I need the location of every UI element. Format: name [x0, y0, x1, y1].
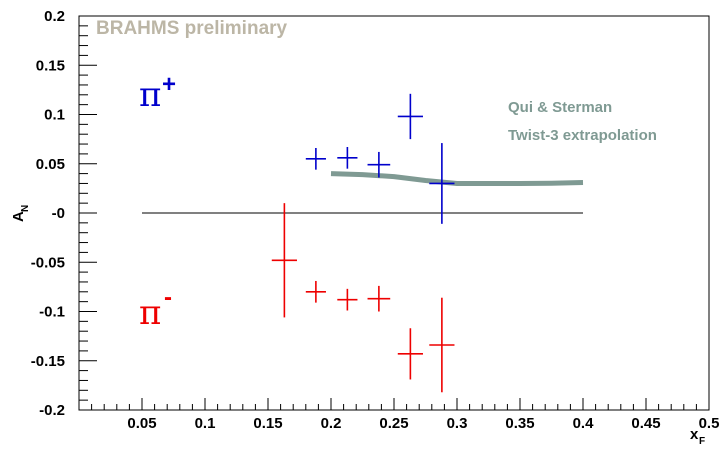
data-point — [271, 203, 297, 318]
pi-plus-charge: + — [162, 71, 176, 98]
preliminary-annotation: BRAHMS preliminary — [96, 18, 288, 39]
data-point — [337, 288, 358, 311]
x-tick-label: 0.05 — [127, 415, 156, 432]
data-point — [397, 93, 423, 140]
x-axis-title-sub: F — [699, 436, 705, 447]
pi-minus-label: π - — [139, 284, 172, 333]
pi-minus-charge: - — [164, 284, 172, 311]
data-point — [367, 285, 391, 312]
y-tick-label: -0.1 — [39, 304, 65, 321]
y-tick-label: -0.05 — [31, 254, 65, 271]
data-point — [305, 280, 326, 303]
series-pi-plus — [305, 93, 455, 224]
theory-curve — [330, 171, 584, 186]
x-tick-label: 0.5 — [699, 415, 720, 432]
x-tick-label: 0.25 — [379, 415, 408, 432]
x-tick-label: 0.45 — [631, 415, 660, 432]
y-tick-labels: -0.2 -0.15 -0.1 -0.05 -0 0.05 0.1 0.15 0.2 — [31, 8, 65, 419]
x-axis-title-main: x — [690, 426, 699, 443]
theory-label-line1: Qui & Sterman — [508, 99, 612, 116]
pi-plus-label: π + — [139, 71, 176, 115]
y-tick-label: 0.2 — [44, 8, 65, 25]
axis-ticks — [78, 15, 710, 411]
pi-plus-symbol: π — [139, 75, 161, 115]
x-tick-label: 0.1 — [195, 415, 216, 432]
y-tick-label: -0 — [52, 205, 65, 222]
x-tick-label: 0.15 — [253, 415, 282, 432]
y-tick-label: -0.15 — [31, 353, 65, 370]
y-axis-title: A N — [10, 205, 31, 222]
series-pi-minus — [271, 203, 455, 393]
x-tick-label: 0.2 — [321, 415, 342, 432]
y-tick-label: 0.15 — [36, 57, 65, 74]
x-tick-label: 0.3 — [447, 415, 468, 432]
data-point — [429, 297, 455, 393]
data-point — [305, 147, 326, 170]
x-axis-title: x F — [690, 426, 705, 447]
x-tick-label: 0.4 — [573, 415, 595, 432]
y-axis-title-sub: N — [20, 205, 31, 212]
y-tick-label: 0.05 — [36, 156, 65, 173]
x-tick-labels: 0.05 0.1 0.15 0.2 0.25 0.3 0.35 0.4 0.45 0.5 — [127, 415, 719, 432]
y-tick-label: 0.1 — [44, 107, 65, 124]
x-tick-label: 0.35 — [505, 415, 534, 432]
data-point — [429, 143, 455, 224]
data-point — [337, 147, 358, 169]
data-point — [367, 151, 391, 178]
theory-label-line2: Twist-3 extrapolation — [508, 127, 657, 144]
pi-minus-symbol: π — [139, 293, 161, 333]
data-points — [271, 93, 455, 393]
y-axis-title-main: A — [10, 211, 27, 222]
data-point — [397, 328, 423, 380]
y-tick-label: -0.2 — [39, 402, 65, 419]
